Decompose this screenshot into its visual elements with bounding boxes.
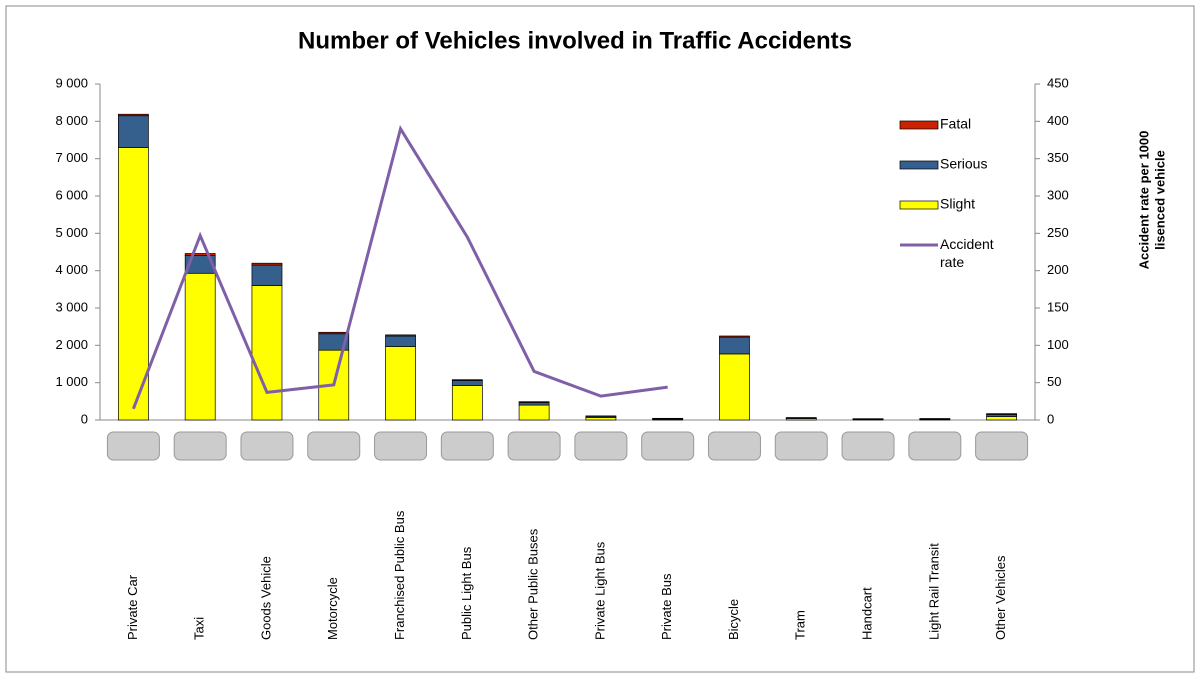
bar-segment [252,263,282,265]
bar-segment [586,417,616,420]
x-tick-label: Handcart [859,587,874,640]
bar-segment [319,332,349,333]
x-tick-label: Motorcycle [325,577,340,640]
x-tick-label: Public Light Bus [459,546,474,640]
legend-swatch [900,161,938,169]
bar-segment [452,380,482,385]
y-tick-label: 1 000 [55,374,88,389]
y-tick-label: 7 000 [55,150,88,165]
y2-tick-label: 150 [1047,299,1069,314]
x-tick-label: Goods Vehicle [258,556,273,640]
vehicle-icon [575,432,627,460]
legend-label: Serious [940,156,987,172]
vehicle-icon [174,432,226,460]
x-tick-label: Bicycle [726,599,741,640]
bar-segment [252,265,282,286]
x-tick-label: Private Light Bus [592,541,607,640]
vehicle-icon [107,432,159,460]
x-tick-label: Taxi [192,617,207,640]
y2-tick-label: 0 [1047,411,1054,426]
y-tick-label: 0 [81,411,88,426]
y-tick-label: 9 000 [55,75,88,90]
y-tick-label: 2 000 [55,337,88,352]
vehicle-icon [842,432,894,460]
bar-segment [185,253,215,255]
bar-segment [519,402,549,403]
y2-tick-label: 350 [1047,150,1069,165]
bar-segment [519,405,549,420]
chart: Number of Vehicles involved in Traffic A… [0,0,1201,678]
vehicle-icon [976,432,1028,460]
x-tick-label: Light Rail Transit [926,543,941,640]
y-tick-label: 4 000 [55,262,88,277]
y-tick-label: 3 000 [55,299,88,314]
y-tick-label: 5 000 [55,225,88,240]
bar-segment [719,336,749,337]
y2-tick-label: 200 [1047,262,1069,277]
bar-segment [719,354,749,420]
bar-segment [386,335,416,336]
legend-label: Fatal [940,116,971,132]
vehicle-icon [508,432,560,460]
y2-tick-label: 250 [1047,225,1069,240]
bar-segment [118,114,148,115]
bar-segment [452,386,482,420]
y2-axis-label: lisenced vehicle [1152,150,1167,250]
x-tick-label: Other Vehicles [993,555,1008,640]
bar-segment [987,414,1017,415]
bar-segment [252,286,282,420]
vehicle-icon [708,432,760,460]
vehicle-icon [909,432,961,460]
bar-segment [185,273,215,420]
bar-segment [987,417,1017,420]
y2-tick-label: 450 [1047,75,1069,90]
bar-segment [719,337,749,354]
chart-title: Number of Vehicles involved in Traffic A… [298,27,852,54]
vehicle-icon [308,432,360,460]
y2-tick-label: 100 [1047,337,1069,352]
y2-tick-label: 50 [1047,374,1061,389]
x-tick-label: Private Bus [659,573,674,640]
vehicle-icon [375,432,427,460]
bar-segment [519,402,549,405]
y-tick-label: 8 000 [55,113,88,128]
y-tick-label: 6 000 [55,187,88,202]
vehicle-icon [642,432,694,460]
legend-swatch [900,201,938,209]
bar-segment [118,116,148,148]
legend-swatch [900,121,938,129]
vehicle-icon [241,432,293,460]
x-tick-label: Other Public Buses [526,528,541,640]
y2-tick-label: 300 [1047,187,1069,202]
vehicle-icon [775,432,827,460]
x-tick-label: Private Car [125,574,140,640]
legend-label: Slight [940,196,975,212]
y2-tick-label: 400 [1047,113,1069,128]
bar-segment [386,346,416,420]
vehicle-icon [441,432,493,460]
bar-segment [386,336,416,346]
bar-segment [452,380,482,381]
x-tick-label: Tram [793,610,808,640]
x-tick-label: Franchised Public Bus [392,510,407,640]
y2-axis-label: Accident rate per 1000 [1136,131,1151,270]
